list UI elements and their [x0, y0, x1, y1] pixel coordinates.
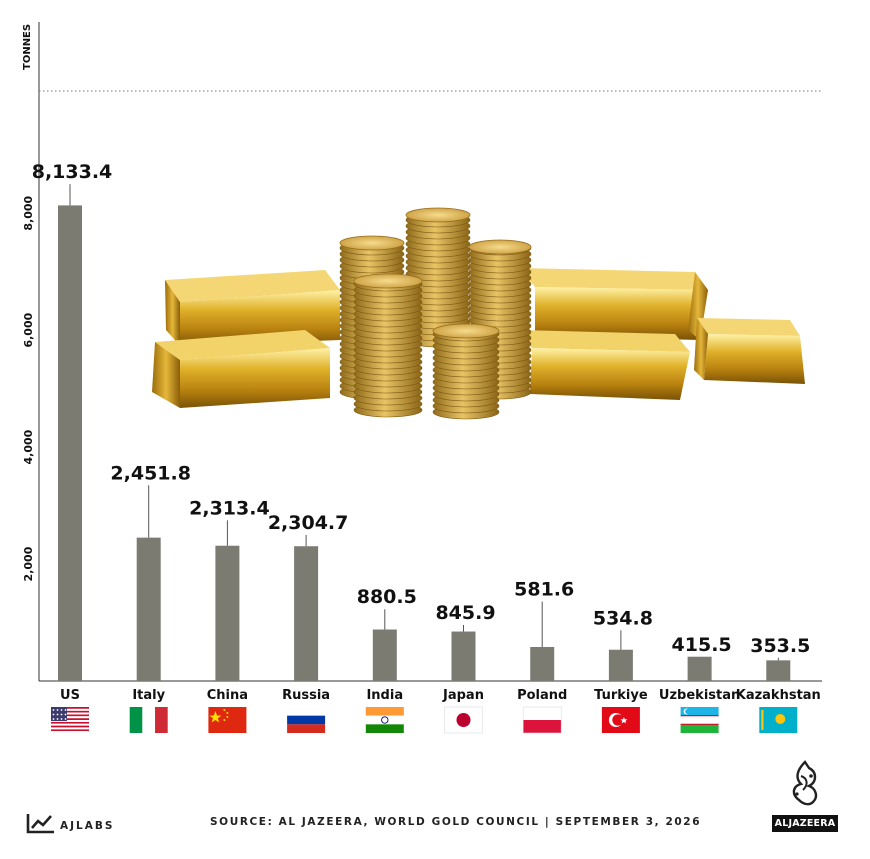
bar [372, 629, 397, 681]
category-label: Poland [517, 688, 567, 703]
source-note: SOURCE: AL JAZEERA, WORLD GOLD COUNCIL |… [210, 816, 702, 828]
y-axis-label: TONNES [22, 24, 33, 70]
russia-flag-icon [287, 707, 326, 733]
poland-flag-icon [522, 706, 562, 734]
turkiye-flag-icon [601, 707, 640, 733]
bar [58, 205, 82, 682]
y-tick-label: 4,000 [22, 429, 35, 464]
ajlabs-chart-icon [26, 814, 54, 834]
bar [766, 660, 791, 681]
data-label: 415.5 [672, 634, 732, 656]
italy-flag-icon [129, 707, 168, 733]
category-labels: US Italy China Russia India Japan Poland Turkiy… [60, 688, 821, 703]
bar [215, 545, 240, 681]
y-tick-label: 8,000 [22, 195, 35, 230]
data-label: 2,451.8 [110, 462, 191, 484]
data-label: 353.5 [750, 635, 810, 657]
india-flag-icon [365, 707, 404, 733]
flags [51, 706, 798, 734]
data-label: 2,304.7 [268, 512, 349, 534]
category-label: Russia [282, 688, 330, 703]
data-label: 534.8 [593, 607, 653, 629]
data-labels: 8,133.4 2,451.8 2,313.42,304.7 880.5 845.9 58… [32, 161, 811, 657]
data-label: 845.9 [435, 602, 495, 624]
data-label: 581.6 [514, 579, 574, 601]
category-label: Kazakhstan [736, 688, 821, 703]
aljazeera-wordmark: ALJAZEERA [771, 815, 839, 832]
footer: AJLABS SOURCE: AL JAZEERA, WORLD GOLD CO… [0, 812, 870, 836]
category-label: China [207, 688, 248, 703]
us-flag-icon [51, 707, 89, 733]
aljazeera-calligraphy-icon [792, 760, 818, 806]
data-label: 2,313.4 [189, 497, 270, 519]
category-label: Uzbekistan [659, 688, 740, 703]
kazakhstan-flag-icon [759, 707, 798, 733]
category-label: Turkiye [594, 688, 648, 703]
uzbekistan-flag-icon [680, 707, 719, 733]
bar [687, 656, 712, 681]
category-label: Japan [442, 688, 484, 703]
ajlabs-wordmark: AJLABS [60, 820, 115, 832]
y-tick-label: 6,000 [22, 312, 35, 347]
category-label: India [366, 688, 403, 703]
y-tick-label: 2,000 [22, 546, 35, 581]
y-ticks: 2,000 4,000 6,000 8,000 [22, 195, 35, 581]
bar [294, 546, 319, 681]
china-flag-icon [208, 707, 247, 733]
bar [530, 646, 555, 681]
data-label: 8,133.4 [32, 161, 113, 183]
ajlabs-logo: AJLABS [26, 812, 114, 834]
gold-bars-and-coins-icon [152, 207, 805, 420]
label-leaders [69, 184, 779, 661]
category-label: US [60, 688, 80, 703]
bar [136, 537, 161, 681]
bar [451, 631, 476, 681]
japan-flag-icon [444, 706, 483, 734]
aljazeera-logo: ALJAZEERA [768, 760, 842, 832]
gold-reserves-chart: TONNES 2,000 4,000 6,000 8,000 8,133.4 2,451… [22, 22, 822, 734]
bar [608, 649, 633, 681]
category-label: Italy [132, 688, 165, 703]
data-label: 880.5 [357, 586, 417, 608]
bars [58, 205, 791, 682]
